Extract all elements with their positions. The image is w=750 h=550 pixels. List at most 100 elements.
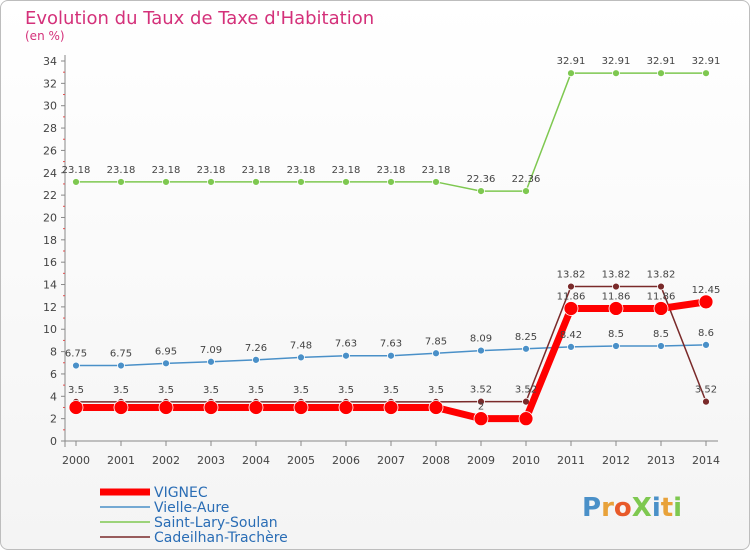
x-tick-label: 2001: [107, 454, 135, 467]
y-tick-label: 14: [43, 279, 57, 292]
data-label: 6.95: [155, 346, 177, 357]
data-label: 32.91: [602, 56, 631, 67]
data-point: [657, 342, 665, 350]
x-tick-label: 2005: [287, 454, 315, 467]
y-tick-label: 30: [43, 100, 57, 113]
data-point: [68, 400, 84, 415]
data-point: [428, 400, 444, 415]
data-label: 23.18: [242, 165, 271, 176]
data-point: [293, 400, 309, 415]
data-point: [612, 342, 620, 350]
data-point: [252, 178, 260, 186]
logo-letter: o: [614, 493, 632, 523]
x-tick-label: 2007: [377, 454, 405, 467]
logo-letter: r: [601, 493, 614, 523]
y-tick-label: 16: [43, 256, 57, 269]
data-point: [612, 282, 620, 291]
x-tick-label: 2008: [422, 454, 450, 467]
legend-label: VIGNEC: [154, 485, 208, 501]
logo-letter: X: [632, 493, 652, 523]
x-tick-label: 2002: [152, 454, 180, 467]
x-tick-label: 2009: [467, 454, 495, 467]
series-saint-lary-soulan: [72, 69, 710, 195]
y-tick-label: 6: [50, 368, 57, 381]
data-label: 7.63: [335, 339, 357, 350]
data-label: 3.5: [338, 385, 354, 396]
data-label: 8.09: [470, 334, 492, 345]
y-tick-label: 0: [50, 435, 57, 448]
legend-label: Vielle-Aure: [154, 500, 229, 516]
data-point: [653, 301, 669, 316]
data-label: 11.86: [602, 291, 631, 302]
chart-subtitle: (en %): [25, 29, 65, 43]
data-label: 3.5: [158, 385, 174, 396]
x-tick-label: 2003: [197, 454, 225, 467]
data-point: [342, 178, 350, 186]
data-label: 8.5: [653, 329, 669, 340]
y-tick-label: 28: [43, 122, 57, 135]
data-label: 32.91: [692, 56, 721, 67]
data-point: [252, 355, 260, 364]
data-point: [518, 411, 534, 427]
data-label: 6.75: [65, 349, 87, 360]
data-label: 23.18: [197, 165, 226, 176]
data-label: 23.18: [377, 165, 406, 176]
data-point: [522, 344, 530, 353]
data-point: [702, 69, 710, 78]
y-tick-label: 26: [43, 144, 57, 157]
data-label: 8.6: [698, 328, 714, 339]
logo-letter: i: [652, 493, 661, 523]
y-tick-label: 34: [43, 55, 57, 68]
legend-label: Saint-Lary-Soulan: [154, 515, 278, 531]
data-label: 8.25: [515, 332, 537, 343]
data-label: 7.48: [290, 340, 312, 351]
data-point: [383, 400, 399, 415]
data-label: 3.5: [113, 385, 129, 396]
data-point: [657, 69, 665, 78]
data-label: 3.5: [428, 385, 444, 396]
data-label: 22.36: [467, 174, 496, 185]
logo-letter: P: [582, 493, 601, 523]
y-tick-label: 4: [50, 390, 57, 403]
data-point: [702, 340, 710, 349]
data-point: [563, 301, 579, 316]
data-label: 11.86: [647, 291, 676, 302]
data-point: [342, 351, 350, 360]
data-point: [477, 187, 485, 195]
data-label: 7.26: [245, 343, 267, 354]
data-label: 23.18: [287, 165, 316, 176]
data-label: 3.5: [248, 385, 264, 396]
data-point: [162, 178, 170, 186]
data-point: [612, 69, 620, 78]
x-tick-label: 2006: [332, 454, 360, 467]
data-label: 7.85: [425, 336, 447, 347]
logo-letter: t: [661, 493, 673, 523]
data-point: [72, 361, 80, 370]
series-vignec: [68, 294, 714, 427]
data-point: [387, 178, 395, 186]
data-label: 23.18: [422, 165, 451, 176]
data-point: [248, 400, 264, 415]
x-tick-label: 2000: [62, 454, 90, 467]
data-label: 8.5: [608, 329, 624, 340]
data-point: [702, 397, 710, 406]
legend: VIGNECVielle-AureSaint-Lary-SoulanCadeil…: [100, 485, 288, 546]
data-point: [432, 178, 440, 186]
data-label: 23.18: [152, 165, 181, 176]
data-point: [117, 178, 125, 186]
x-tick-label: 2010: [512, 454, 540, 467]
data-point: [158, 400, 174, 415]
data-point: [387, 351, 395, 360]
x-tick-label: 2004: [242, 454, 270, 467]
data-point: [297, 178, 305, 186]
x-tick-label: 2012: [602, 454, 630, 467]
data-label: 12.45: [692, 285, 721, 296]
y-tick-label: 18: [43, 234, 57, 247]
data-point: [72, 178, 80, 186]
data-point: [477, 346, 485, 355]
data-point: [473, 411, 489, 427]
y-tick-label: 20: [43, 211, 57, 224]
data-point: [207, 178, 215, 186]
